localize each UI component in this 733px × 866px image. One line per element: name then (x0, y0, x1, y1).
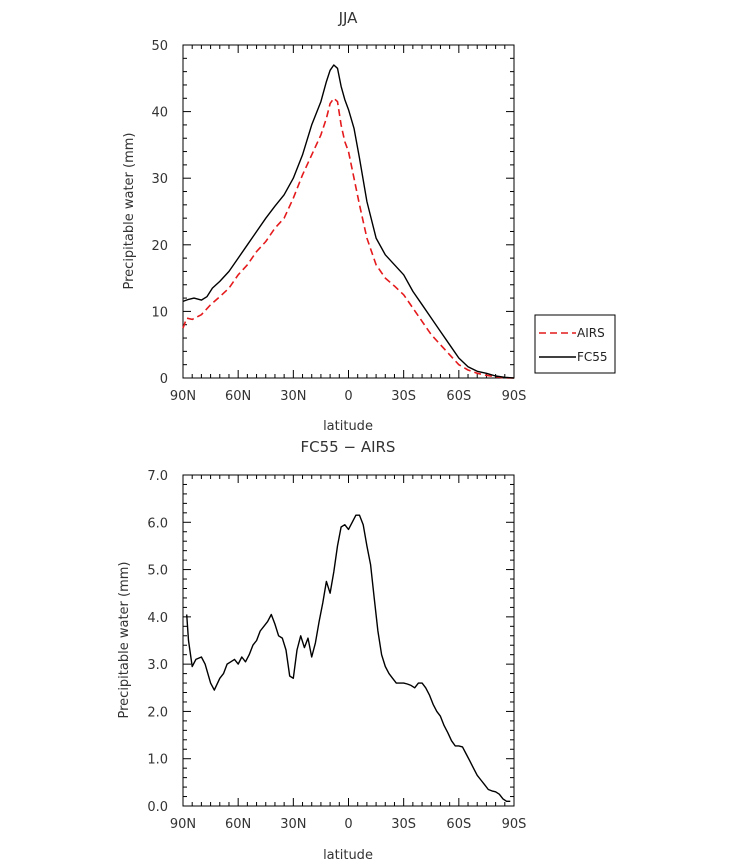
plot-frame (182, 44, 515, 379)
x-tick-label: 90N (170, 817, 196, 832)
series-line-airs (182, 97, 514, 379)
chart-title: FC55 − AIRS (301, 438, 396, 456)
y-tick-label: 0 (160, 372, 168, 387)
y-tick-label: 1.0 (147, 753, 168, 768)
y-tick-label: 50 (151, 39, 168, 54)
y-tick-label: 40 (151, 106, 168, 121)
legend: AIRS FC55 (534, 314, 616, 374)
series-layer (182, 64, 515, 379)
y-tick-label: 7.0 (147, 469, 168, 484)
x-tick-label: 60S (446, 817, 471, 832)
legend-box (534, 314, 616, 374)
y-tick-label: 6.0 (147, 516, 168, 531)
y-tick-label: 2.0 (147, 705, 168, 720)
y-tick-label: 10 (151, 305, 168, 320)
plot-frame (182, 474, 515, 807)
y-tick-label: 20 (151, 239, 168, 254)
difference-line (186, 514, 511, 802)
x-tick-label: 0 (344, 389, 352, 404)
y-tick-label: 4.0 (147, 611, 168, 626)
axis-ticks: 90N 60N 30N 0 30S 60S 90S 0 10 20 30 40 50 (151, 39, 526, 404)
x-tick-label: 0 (344, 817, 352, 832)
x-tick-label: 30N (280, 817, 306, 832)
x-tick-label: 60S (446, 389, 471, 404)
y-axis-label: Precipitable water (mm) (117, 562, 132, 719)
y-tick-label: 30 (151, 172, 168, 187)
legend-label-airs: AIRS (577, 326, 605, 340)
x-tick-label: 90S (502, 817, 527, 832)
y-tick-label: 3.0 (147, 658, 168, 673)
chart-title: JJA (338, 9, 359, 27)
x-axis-label: latitude (323, 419, 373, 434)
x-tick-label: 30S (391, 389, 416, 404)
x-tick-label: 30N (280, 389, 306, 404)
y-tick-label: 0.0 (147, 800, 168, 815)
precip-water-panel: JJA 90N 60N 30N 0 30S 60S 90S 0 10 20 30 40 50 latit… (122, 9, 526, 434)
x-tick-label: 90N (170, 389, 196, 404)
x-tick-label: 60N (225, 817, 251, 832)
x-tick-label: 60N (225, 389, 251, 404)
difference-panel: FC55 − AIRS 90N 60N 30N 0 30S 60S 90S 0.0 1.0 2.0… (117, 438, 526, 863)
x-axis-label: latitude (323, 848, 373, 863)
axis-ticks: 90N 60N 30N 0 30S 60S 90S 0.0 1.0 2.0 3.0 4.0 5.0 6.0… (147, 469, 526, 832)
series-layer (186, 514, 511, 802)
x-tick-label: 30S (391, 817, 416, 832)
x-tick-label: 90S (502, 389, 527, 404)
y-axis-label: Precipitable water (mm) (122, 133, 137, 290)
legend-label-fc55: FC55 (577, 350, 608, 364)
series-line-fc55 (182, 64, 515, 379)
y-tick-label: 5.0 (147, 564, 168, 579)
